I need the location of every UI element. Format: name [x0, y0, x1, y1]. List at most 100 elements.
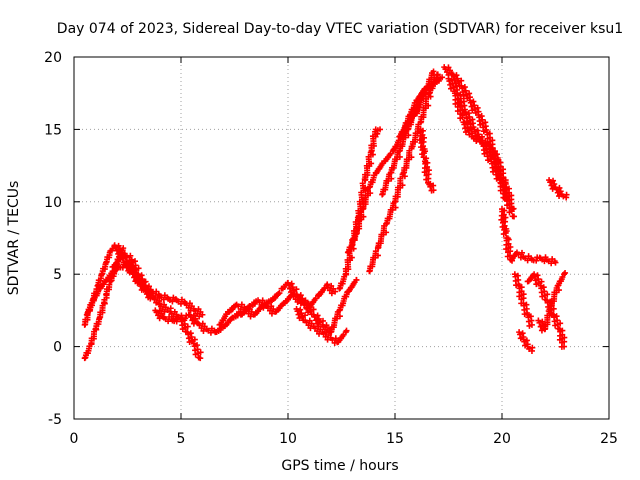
data-point	[101, 296, 108, 303]
data-point	[401, 164, 408, 171]
data-point	[397, 175, 404, 182]
data-point	[544, 312, 551, 319]
series-sat-f	[156, 301, 204, 362]
data-point	[401, 173, 408, 180]
data-point	[338, 302, 345, 309]
data-point	[552, 259, 559, 266]
data-point	[281, 284, 288, 291]
data-point	[169, 298, 176, 305]
data-point	[425, 102, 432, 109]
data-point	[88, 335, 95, 342]
data-point	[310, 306, 317, 313]
x-tick-label: 25	[600, 431, 618, 447]
data-point	[288, 280, 295, 287]
data-point	[399, 182, 406, 189]
grid	[74, 57, 609, 419]
data-point	[466, 90, 473, 97]
data-point	[430, 68, 437, 75]
data-point	[368, 160, 375, 167]
data-point	[255, 308, 262, 315]
data-point	[285, 296, 292, 303]
data-point	[551, 289, 558, 296]
data-point	[369, 133, 376, 140]
x-tick-label: 15	[386, 431, 404, 447]
data-point	[329, 336, 336, 343]
data-point	[151, 296, 158, 303]
data-point	[332, 315, 339, 322]
data-point	[184, 323, 191, 330]
data-point	[196, 313, 203, 320]
data-point	[449, 76, 456, 83]
y-axis-label: SDTVAR / TECUs	[6, 181, 22, 296]
y-tick-label: 0	[53, 340, 62, 356]
data-point	[489, 144, 496, 151]
data-point	[360, 200, 367, 207]
data-point	[363, 162, 370, 169]
series-sat-t	[498, 206, 559, 267]
data-point	[560, 193, 567, 200]
data-point	[142, 278, 149, 285]
y-tick-label: 10	[44, 195, 62, 211]
plot-data	[81, 64, 570, 362]
data-point	[375, 166, 382, 173]
data-point	[356, 198, 363, 205]
data-point	[368, 178, 375, 185]
data-point	[306, 304, 313, 311]
data-point	[120, 245, 127, 252]
data-point	[297, 306, 304, 313]
data-point	[556, 184, 563, 191]
data-point	[341, 293, 348, 300]
data-point	[402, 122, 409, 129]
data-point	[453, 83, 460, 90]
data-point	[242, 308, 249, 315]
data-point	[511, 253, 518, 260]
data-point	[515, 251, 522, 258]
data-point	[397, 143, 404, 150]
data-point	[423, 85, 430, 92]
data-point	[106, 281, 113, 288]
data-point	[461, 84, 468, 91]
data-point	[337, 335, 344, 342]
series-sat-w	[524, 271, 568, 350]
data-point	[362, 192, 369, 199]
data-point	[103, 286, 110, 293]
data-point	[365, 153, 372, 160]
data-point	[463, 120, 470, 127]
data-point	[369, 151, 376, 158]
data-point	[471, 102, 478, 109]
data-point	[219, 317, 226, 324]
data-point	[398, 129, 405, 136]
data-point	[561, 271, 568, 278]
data-point	[93, 320, 100, 327]
x-tick-label: 20	[493, 431, 511, 447]
data-point	[550, 177, 557, 184]
data-point	[95, 277, 102, 284]
data-point	[192, 315, 199, 322]
data-point	[408, 154, 415, 161]
data-point	[298, 310, 305, 317]
data-point	[189, 317, 196, 324]
data-point	[392, 204, 399, 211]
series-sat-e	[152, 307, 244, 336]
data-point	[528, 275, 535, 282]
data-point	[161, 308, 168, 315]
data-point	[406, 147, 413, 154]
data-point	[388, 175, 395, 182]
data-point	[542, 321, 549, 328]
series-sat-u	[511, 271, 535, 329]
data-point	[83, 349, 90, 356]
data-point	[362, 171, 369, 178]
data-point	[368, 142, 375, 149]
data-point	[109, 245, 116, 252]
series-sat-g	[216, 290, 283, 328]
data-point	[384, 154, 391, 161]
series-sat-y	[546, 177, 570, 201]
data-point	[372, 248, 379, 255]
data-point	[346, 244, 353, 251]
data-point	[299, 295, 306, 302]
data-point	[276, 290, 283, 297]
data-point	[453, 72, 460, 79]
data-point	[92, 292, 99, 299]
data-point	[405, 132, 412, 139]
